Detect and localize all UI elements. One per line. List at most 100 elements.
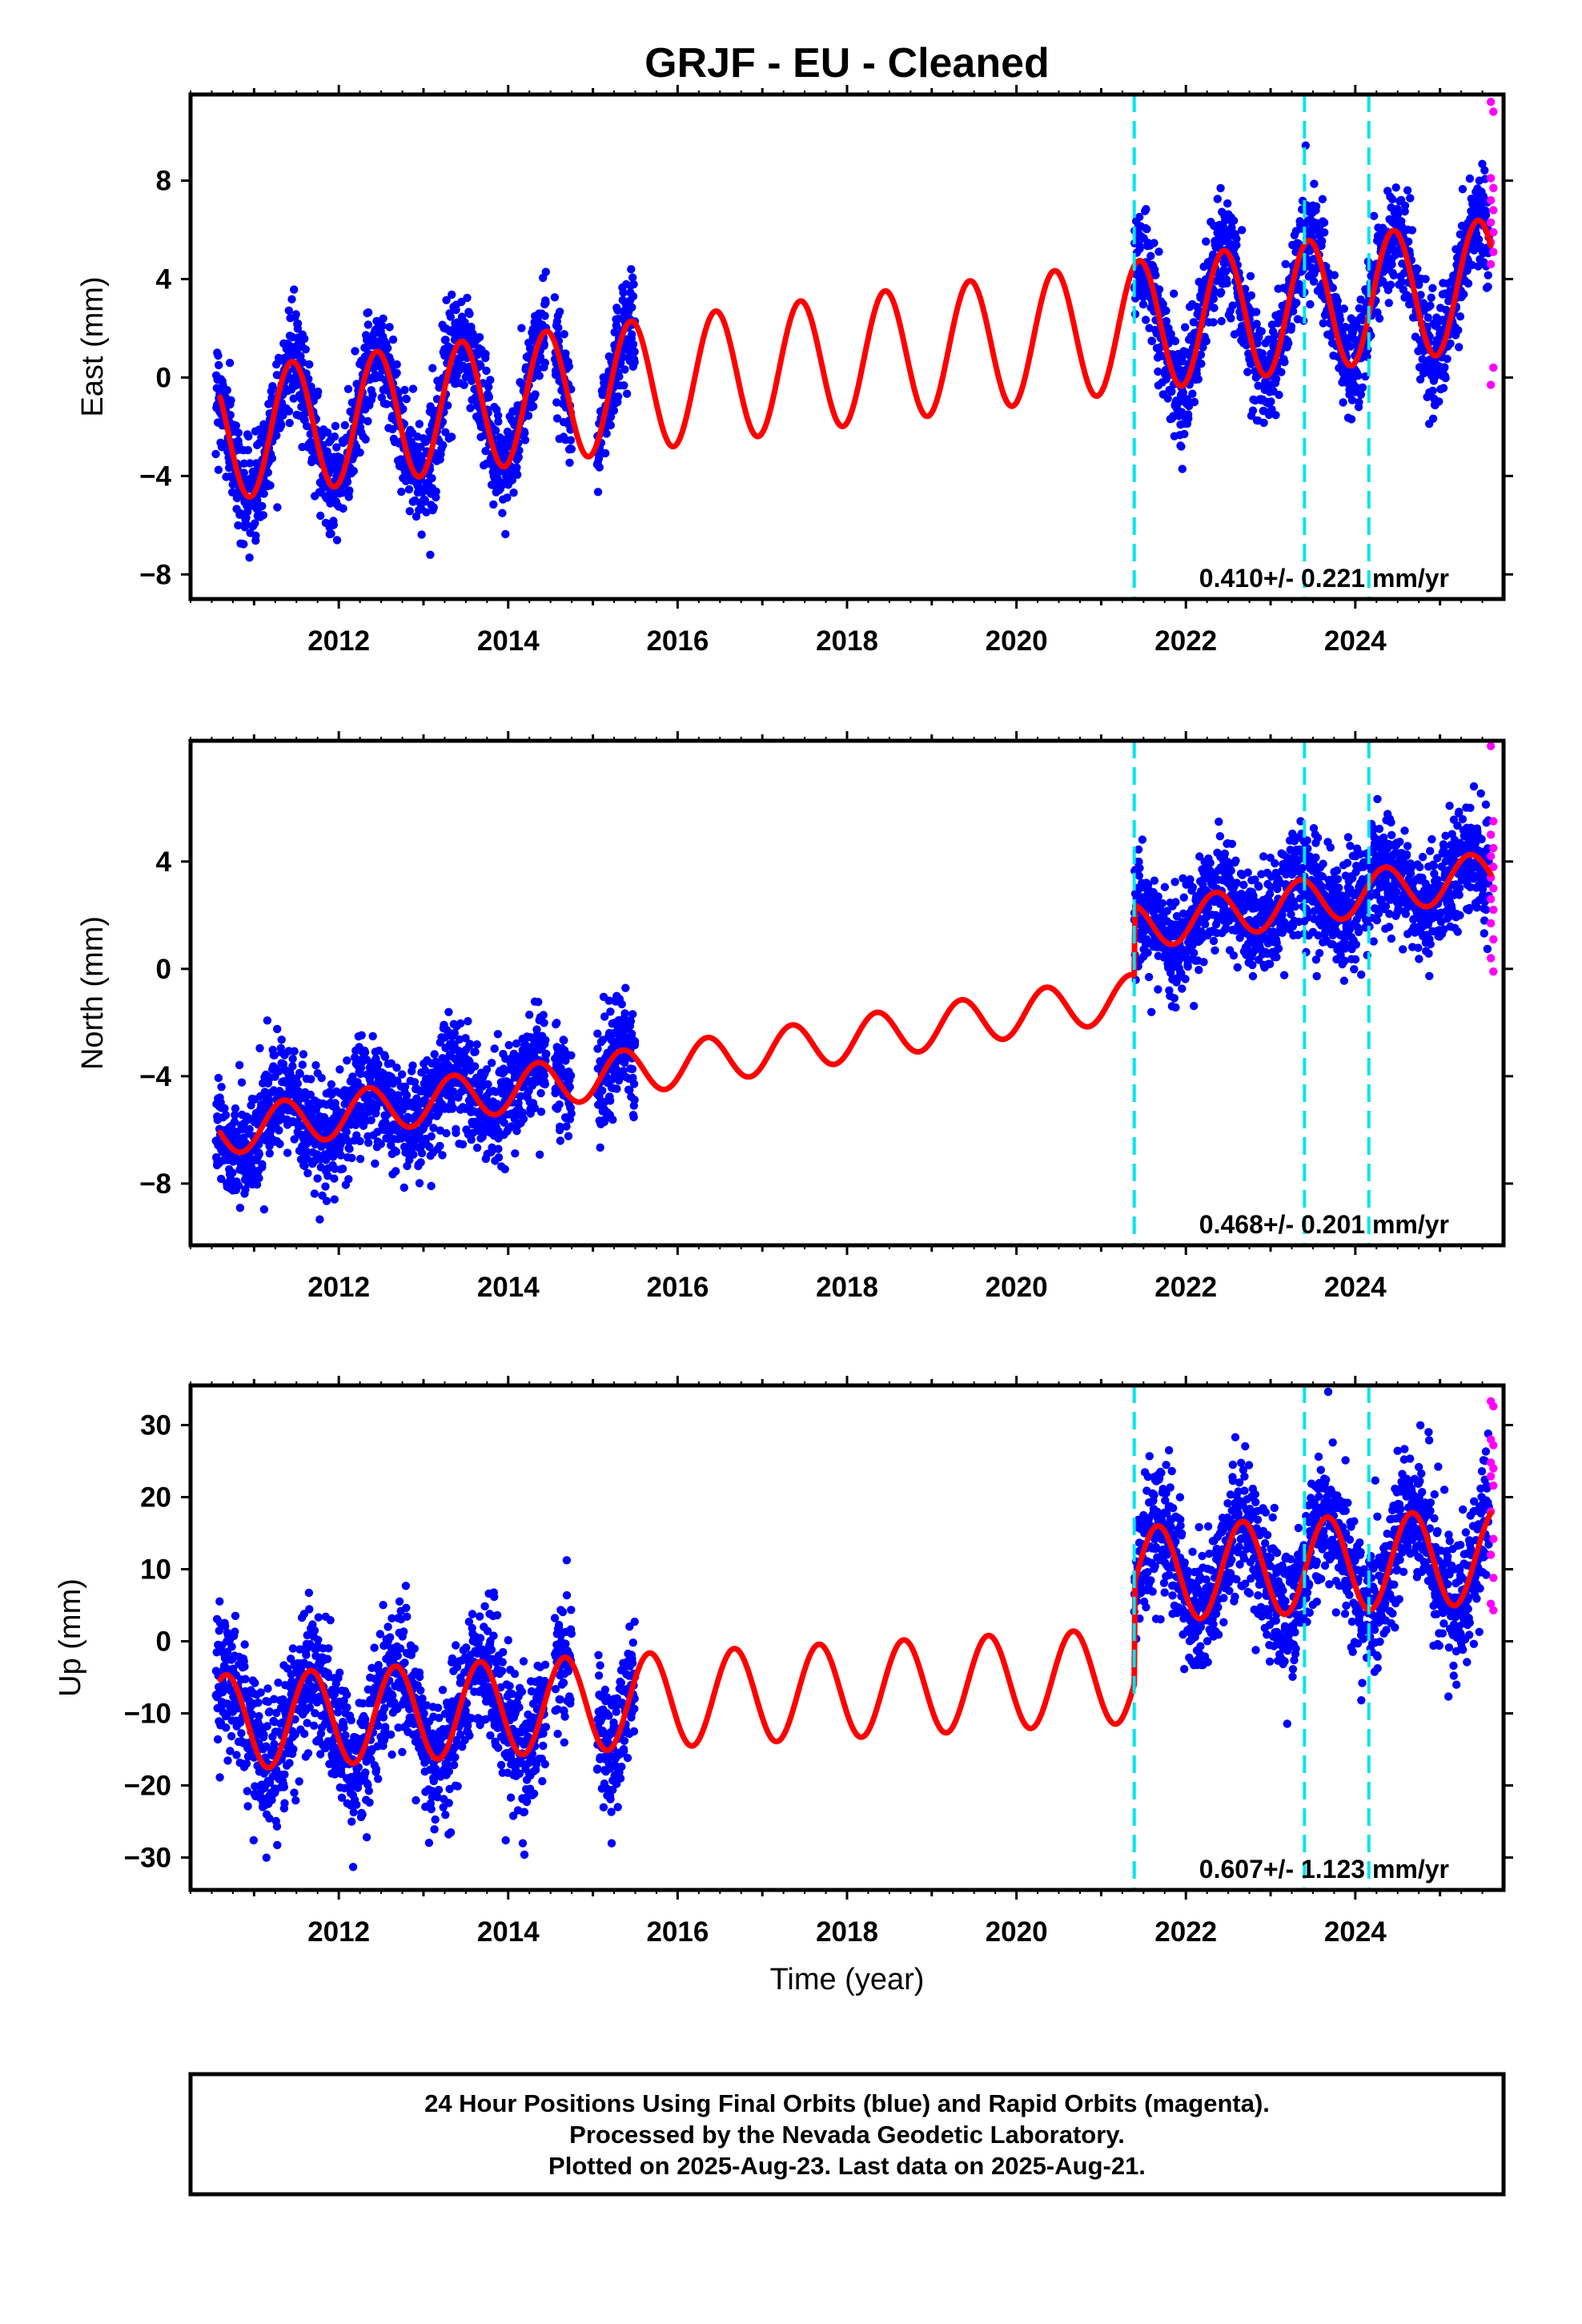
east-final-point bbox=[1178, 356, 1187, 366]
east-final-point bbox=[494, 417, 503, 426]
east-final-point bbox=[529, 402, 538, 411]
east-final-point bbox=[1209, 295, 1219, 304]
east-final-point bbox=[1243, 368, 1252, 376]
east-final-point bbox=[614, 314, 623, 324]
east-final-point bbox=[1358, 383, 1367, 392]
east-final-point bbox=[429, 503, 438, 512]
east-final-point bbox=[273, 503, 282, 512]
east-final-point bbox=[412, 512, 421, 521]
north-final-point bbox=[367, 1116, 375, 1125]
east-final-point bbox=[392, 360, 401, 369]
north-final-point bbox=[265, 1149, 274, 1158]
east-final-point bbox=[446, 312, 456, 321]
east-final-point bbox=[1138, 300, 1148, 309]
east-final-point bbox=[1284, 339, 1293, 348]
north-final-point bbox=[629, 1080, 639, 1088]
north-final-point bbox=[1190, 1002, 1199, 1011]
north-final-point bbox=[330, 1195, 339, 1204]
east-final-point bbox=[1441, 373, 1450, 383]
north-final-point bbox=[298, 1060, 307, 1069]
east-final-point bbox=[382, 400, 391, 408]
north-final-point bbox=[1134, 871, 1144, 880]
north-final-point bbox=[275, 1140, 284, 1148]
east-final-point bbox=[1335, 316, 1345, 324]
east-final-point bbox=[291, 310, 300, 319]
east-final-point bbox=[1370, 211, 1379, 220]
east-panel: East (mm) 0.410+/- 0.221 mm/yr −8−404820… bbox=[76, 85, 1513, 657]
east-final-point bbox=[426, 550, 435, 559]
north-final-point bbox=[217, 1083, 226, 1092]
north-final-point bbox=[275, 1126, 283, 1135]
east-rapid-point bbox=[1486, 218, 1496, 227]
east-final-point bbox=[540, 358, 549, 368]
east-final-point bbox=[564, 362, 573, 371]
north-final-point bbox=[596, 1143, 604, 1152]
east-final-point bbox=[1484, 271, 1492, 279]
north-final-point bbox=[1143, 948, 1152, 957]
east-final-point bbox=[1227, 314, 1235, 323]
north-final-point bbox=[472, 1144, 482, 1152]
north-final-point bbox=[536, 1108, 546, 1116]
east-final-point bbox=[388, 335, 398, 344]
north-final-point bbox=[1215, 817, 1223, 826]
north-final-point bbox=[1171, 898, 1180, 907]
east-final-point bbox=[428, 364, 437, 372]
north-final-point bbox=[1144, 972, 1154, 982]
east-y-axis-label: East (mm) bbox=[76, 276, 110, 416]
north-final-point bbox=[442, 1128, 451, 1138]
north-final-point bbox=[471, 1062, 480, 1071]
east-final-point bbox=[1292, 298, 1301, 308]
east-final-point bbox=[476, 361, 485, 370]
east-final-point bbox=[1163, 394, 1172, 403]
east-final-point bbox=[566, 436, 576, 444]
north-final-point bbox=[313, 1174, 322, 1183]
east-final-point bbox=[258, 501, 267, 511]
east-final-point bbox=[460, 380, 468, 389]
east-final-point bbox=[1202, 336, 1211, 346]
north-final-point bbox=[541, 1035, 550, 1045]
east-final-point bbox=[1346, 342, 1355, 351]
east-y-tick-label: −8 bbox=[139, 559, 171, 590]
east-rapid-point bbox=[1489, 107, 1498, 116]
east-final-point bbox=[422, 508, 431, 517]
east-final-point bbox=[481, 447, 490, 456]
north-final-point bbox=[364, 1138, 373, 1148]
east-final-point bbox=[408, 384, 418, 393]
east-final-point bbox=[397, 487, 406, 497]
north-final-point bbox=[255, 1043, 264, 1053]
east-final-point bbox=[293, 319, 303, 328]
north-final-point bbox=[1239, 880, 1248, 890]
east-final-point bbox=[612, 321, 620, 330]
east-final-point bbox=[442, 296, 451, 304]
east-x-tick-label: 2012 bbox=[307, 625, 370, 657]
north-final-point bbox=[1160, 883, 1170, 891]
east-final-point bbox=[363, 416, 372, 426]
east-final-point bbox=[1151, 271, 1160, 279]
east-final-point bbox=[338, 489, 347, 497]
north-final-point bbox=[214, 1073, 223, 1083]
north-final-point bbox=[556, 1136, 565, 1145]
north-final-point bbox=[464, 1017, 472, 1026]
north-final-point bbox=[327, 1080, 336, 1089]
east-final-point bbox=[1287, 322, 1296, 331]
east-final-point bbox=[211, 449, 220, 459]
east-final-point bbox=[1178, 464, 1187, 473]
north-final-point bbox=[630, 1037, 640, 1046]
north-final-point bbox=[536, 1088, 545, 1098]
east-final-point bbox=[614, 392, 623, 401]
north-final-point bbox=[490, 1044, 499, 1053]
east-final-point bbox=[515, 446, 524, 455]
east-final-point bbox=[259, 511, 268, 520]
north-final-point bbox=[417, 1148, 427, 1158]
east-final-point bbox=[226, 411, 235, 420]
east-final-point bbox=[1162, 306, 1170, 316]
north-final-point bbox=[430, 1050, 439, 1059]
north-final-point bbox=[567, 1051, 576, 1060]
east-final-point bbox=[266, 481, 275, 490]
east-final-point bbox=[400, 385, 409, 395]
east-final-point bbox=[287, 295, 296, 304]
east-final-point bbox=[629, 279, 638, 289]
east-final-point bbox=[541, 267, 550, 276]
east-final-point bbox=[1271, 375, 1281, 384]
east-final-point bbox=[628, 303, 636, 312]
